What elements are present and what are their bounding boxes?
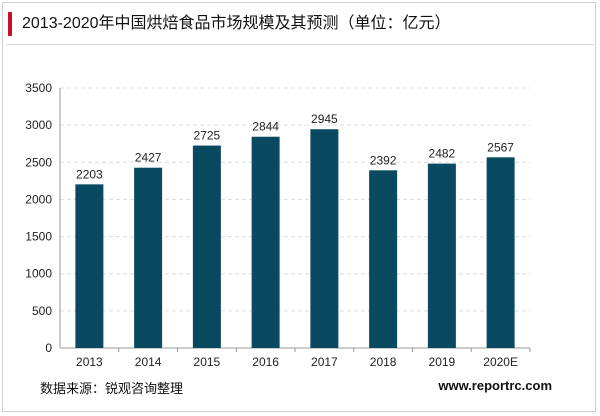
bar: [75, 184, 104, 348]
bar-value-label: 2392: [370, 153, 397, 167]
y-tick-label: 500: [32, 304, 52, 318]
y-tick-label: 2500: [25, 155, 52, 169]
y-tick-label: 3500: [25, 81, 52, 95]
bar: [192, 145, 221, 348]
bar-value-label: 2203: [76, 167, 103, 181]
bar-value-label: 2567: [487, 140, 514, 154]
x-tick-label: 2013: [76, 355, 103, 369]
chart-frame: [2, 2, 596, 412]
x-tick-label: 2018: [370, 355, 397, 369]
data-source: 数据来源：锐观咨询整理: [40, 381, 184, 396]
chart-title: 2013-2020年中国烘焙食品市场规模及其预测（单位：亿元）: [22, 15, 451, 32]
website-url: www.reportrc.com: [438, 378, 552, 393]
y-tick-label: 2000: [25, 192, 52, 206]
bar-value-label: 2482: [429, 147, 456, 161]
x-tick-label: 2015: [194, 355, 221, 369]
y-tick-label: 0: [45, 341, 52, 355]
bar: [310, 129, 339, 348]
bar-value-label: 2725: [194, 129, 221, 143]
x-tick-label: 2014: [135, 355, 162, 369]
bar: [251, 136, 280, 348]
bar: [486, 157, 515, 348]
y-tick-label: 1000: [25, 267, 52, 281]
title-divider: [6, 44, 594, 45]
bar-value-label: 2945: [311, 112, 338, 126]
title-accent-bar: [8, 12, 12, 36]
bar-value-label: 2844: [252, 120, 279, 134]
x-tick-label: 2020E: [483, 355, 518, 369]
y-tick-label: 3000: [25, 118, 52, 132]
bar: [369, 170, 398, 348]
x-tick-label: 2016: [252, 355, 279, 369]
x-tick-label: 2017: [311, 355, 338, 369]
y-tick-label: 1500: [25, 230, 52, 244]
bar-value-label: 2427: [135, 151, 162, 165]
bar: [427, 163, 456, 348]
x-tick-label: 2019: [429, 355, 456, 369]
bar: [134, 167, 163, 348]
